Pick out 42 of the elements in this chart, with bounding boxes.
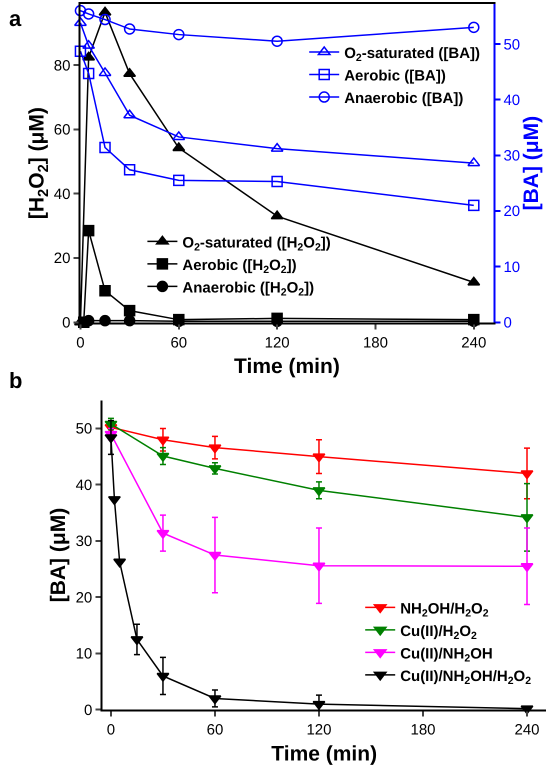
x-tick-label: 60 xyxy=(206,722,224,739)
x-tick-label: 240 xyxy=(514,722,540,739)
legend-label: Aerobic ([H$_{2}$O$_{2}$]) xyxy=(182,256,297,276)
x-tick-label: 0 xyxy=(106,722,116,739)
x-tick-label: 60 xyxy=(170,334,188,352)
legend-label: Aerobic ([BA]) xyxy=(344,67,446,84)
legend-label: Cu(II)/H$_{2}$O$_{2}$ xyxy=(400,622,478,642)
chart-title: a xyxy=(9,6,22,31)
y-tick-label: 20 xyxy=(54,250,70,268)
legend-label: NH$_{2}$OH/H$_{2}$O$_{2}$ xyxy=(400,600,489,620)
x-tick-label: 120 xyxy=(264,334,290,352)
y2-tick-label: 50 xyxy=(503,36,520,54)
y2-tick-label: 30 xyxy=(503,148,520,165)
legend-label: Cu(II)/NH$_{2}$OH xyxy=(400,645,493,664)
y-tick-label: 0 xyxy=(84,702,92,719)
x-axis-title: Time (min) xyxy=(271,742,378,766)
y-tick-label: 60 xyxy=(54,122,70,139)
legend-label: Cu(II)/NH$_{2}$OH/H$_{2}$O$_{2}$ xyxy=(400,668,532,687)
y-tick-label: 40 xyxy=(54,186,70,203)
y2-tick-label: 0 xyxy=(503,314,512,332)
y-tick-label: 10 xyxy=(76,646,92,663)
y2-tick-label: 10 xyxy=(503,258,520,276)
y-axis-title: [BA] (μM) xyxy=(47,508,70,602)
y2-axis-title: [BA] (μM) xyxy=(520,116,544,210)
y-tick-label: 80 xyxy=(54,57,70,74)
x-tick-label: 180 xyxy=(362,334,388,352)
x-tick-label: 180 xyxy=(410,722,436,739)
y-tick-label: 0 xyxy=(62,314,70,332)
y2-tick-label: 20 xyxy=(503,203,520,220)
y-tick-label: 40 xyxy=(76,476,92,494)
y-tick-label: 20 xyxy=(76,589,92,606)
y-tick-label: 30 xyxy=(76,533,92,550)
legend-label: Anaerobic ([BA]) xyxy=(344,90,464,107)
chart-title: b xyxy=(9,368,22,393)
y-tick-label: 50 xyxy=(76,420,92,438)
legend-label: Anaerobic ([H$_{2}$O$_{2}$]) xyxy=(182,279,314,298)
legend-label: O$_{2}$-saturated ([H$_{2}$O$_{2}$]) xyxy=(182,234,331,254)
x-tick-label: 120 xyxy=(306,722,332,739)
x-tick-label: 240 xyxy=(461,334,486,352)
x-axis-title: Time (min) xyxy=(234,354,340,378)
legend-label: O$_{2}$-saturated ([BA]) xyxy=(344,44,480,64)
y2-tick-label: 40 xyxy=(503,92,520,109)
